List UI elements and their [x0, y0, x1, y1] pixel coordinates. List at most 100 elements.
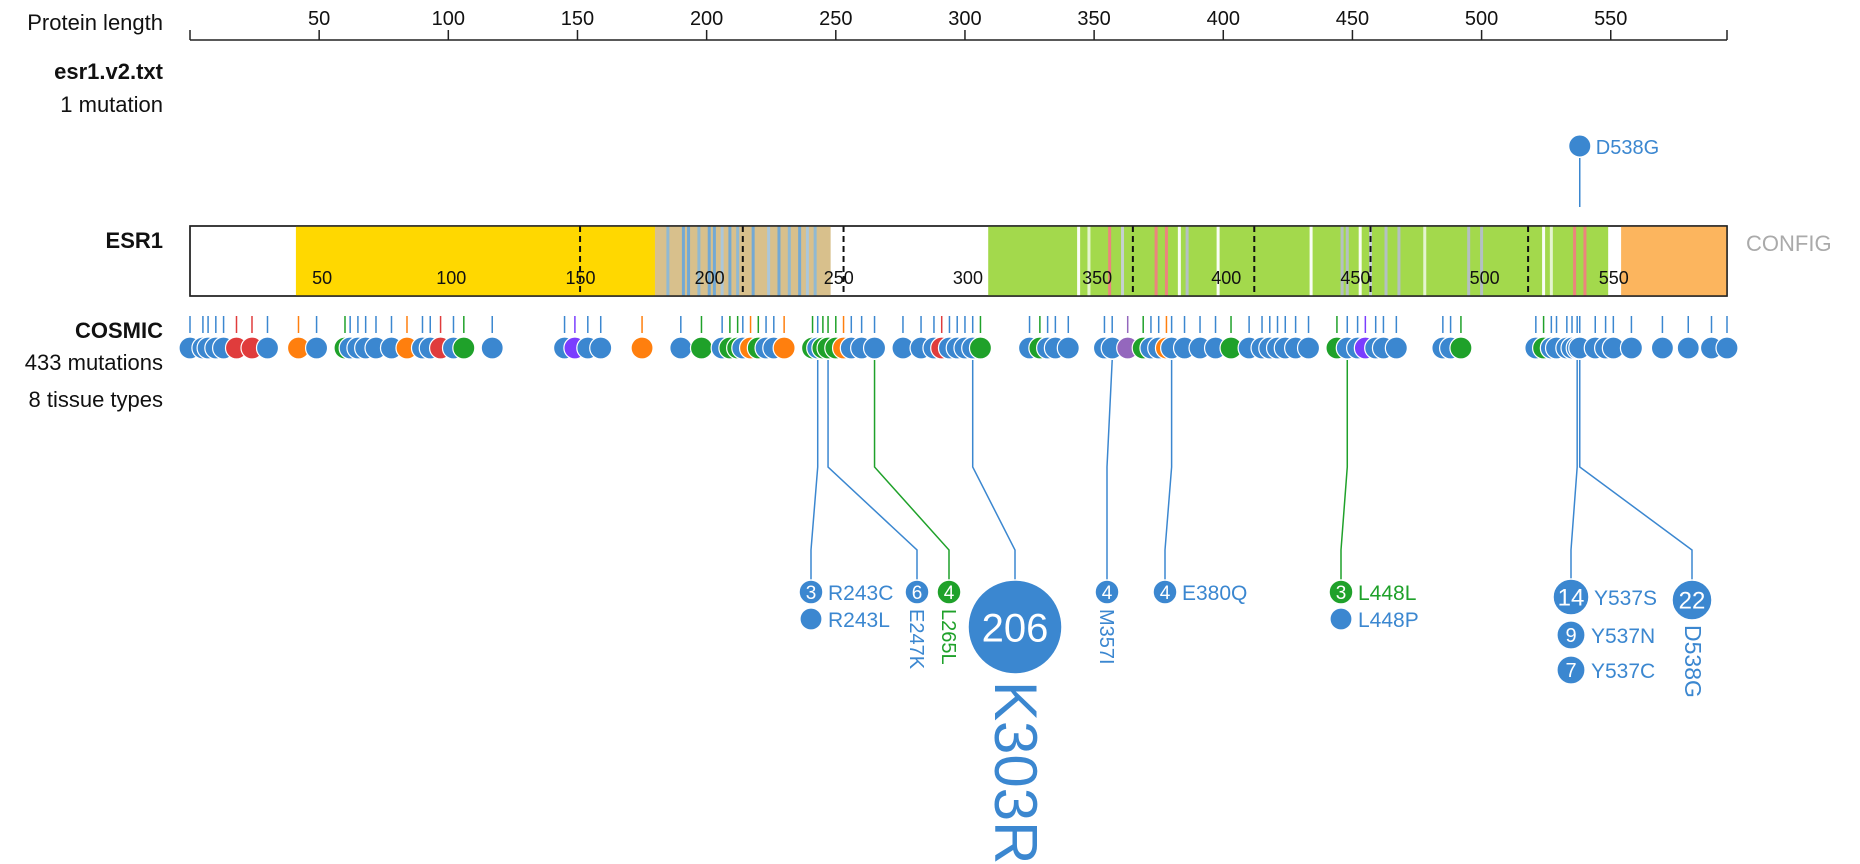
- hotspot-connector: [827, 360, 918, 580]
- cosmic-mutation-marker[interactable]: [862, 336, 887, 360]
- hotspot-count: 3: [1336, 583, 1347, 604]
- cosmic-mutation-marker[interactable]: [968, 336, 993, 360]
- hotspot-bubble[interactable]: [936, 579, 962, 605]
- hotspot-bubble[interactable]: [1671, 579, 1713, 621]
- feature-stripe: [681, 226, 685, 296]
- cosmic-mutation-count: 433 mutations: [25, 350, 163, 375]
- protein-domain[interactable]: [988, 226, 1609, 296]
- gene-position-label: 500: [1470, 268, 1500, 288]
- hotspot-bubble[interactable]: [798, 579, 824, 605]
- hotspot-count: 4: [1102, 583, 1113, 604]
- axis-tick-label: 400: [1207, 8, 1240, 30]
- feature-stripe: [1467, 226, 1471, 296]
- cosmic-mutation-marker[interactable]: [589, 336, 613, 360]
- hotspot-bubble[interactable]: [1152, 579, 1178, 605]
- hotspot-bubble-secondary[interactable]: [799, 607, 823, 631]
- cosmic-mutation-marker[interactable]: [480, 336, 504, 360]
- gene-position-label: 150: [565, 268, 595, 288]
- cosmic-mutation-marker[interactable]: [452, 336, 476, 360]
- cosmic-mutation-marker[interactable]: [1676, 336, 1700, 360]
- hotspot-count: 3: [806, 583, 817, 604]
- feature-stripe: [1154, 226, 1158, 296]
- feature-stripe: [736, 226, 740, 296]
- cosmic-mutation-marker[interactable]: [1715, 336, 1739, 360]
- feature-stripe: [1340, 226, 1344, 296]
- feature-stripe: [1185, 226, 1189, 296]
- gene-domains: [295, 226, 1727, 296]
- hotspot-connector: [1106, 359, 1113, 580]
- axis-tick-label: 200: [690, 8, 723, 30]
- user-track-subtitle: 1 mutation: [60, 92, 163, 117]
- hotspot-connector: [1579, 360, 1693, 580]
- hotspot-bubble[interactable]: [904, 579, 930, 605]
- feature-stripe: [1077, 226, 1081, 296]
- feature-stripe: [1164, 226, 1168, 296]
- hotspot-bubble[interactable]: [967, 579, 1063, 675]
- feature-stripe: [666, 226, 670, 296]
- hotspot-count: 14: [1558, 585, 1585, 612]
- hotspot-connector: [1164, 360, 1173, 580]
- hotspot-label: L448P: [1358, 609, 1419, 632]
- axis-tick-label: 450: [1336, 8, 1369, 30]
- gene-bar[interactable]: 50 100 150 200 250 300 350 400 450 500 550: [189, 225, 1728, 297]
- cosmic-mutation-marker[interactable]: [1619, 336, 1644, 360]
- feature-stripe: [1358, 226, 1362, 296]
- hotspot-bubble[interactable]: [1094, 579, 1120, 605]
- hotspot-bubble[interactable]: [1552, 578, 1590, 616]
- cosmic-mutation-marker[interactable]: [1056, 336, 1080, 360]
- gene-position-label: 450: [1340, 268, 1370, 288]
- axis-tick-label: 50: [308, 8, 330, 30]
- cosmic-mutation-marker[interactable]: [630, 336, 654, 360]
- config-button[interactable]: CONFIG: [1746, 231, 1832, 256]
- axis-tick-label: 250: [819, 8, 852, 30]
- cosmic-mutation-marker[interactable]: [669, 336, 693, 360]
- cosmic-mutation-marker[interactable]: [304, 336, 329, 360]
- axis-tick-label: 350: [1077, 8, 1110, 30]
- hotspot-connector: [1340, 360, 1349, 580]
- gene-position-label: 200: [695, 268, 725, 288]
- axis-tick-label: 550: [1594, 8, 1627, 30]
- feature-stripe: [1108, 226, 1112, 296]
- axis-tick-label: 300: [948, 8, 981, 30]
- protein-domain[interactable]: [1621, 226, 1727, 296]
- gene-position-label: 100: [436, 268, 466, 288]
- feature-stripe: [720, 226, 724, 296]
- hotspot-bubble-secondary[interactable]: [1329, 607, 1353, 631]
- hotspot-connector: [1570, 360, 1578, 579]
- cosmic-mutation-marker[interactable]: [255, 336, 280, 360]
- cosmic-mutation-marker[interactable]: [1384, 336, 1408, 360]
- gene-bar-outline: [189, 225, 1728, 297]
- cosmic-track: [178, 316, 1739, 360]
- hotspot-bubble-secondary[interactable]: [1556, 655, 1586, 685]
- feature-stripe: [1573, 226, 1577, 296]
- cosmic-mutation-marker[interactable]: [689, 336, 714, 360]
- feature-stripe: [1121, 226, 1125, 296]
- hotspot-count: 206: [982, 606, 1049, 650]
- protein-domain[interactable]: [295, 226, 655, 296]
- feature-stripe: [798, 226, 802, 296]
- hotspot-count: 4: [944, 583, 955, 604]
- hotspot-label: E380Q: [1182, 582, 1247, 605]
- feature-stripe: [813, 226, 817, 296]
- gene-inner-ticks: 50 100 150 200 250 300 350 400 450 500 550: [312, 268, 1629, 288]
- cosmic-mutation-marker[interactable]: [1296, 336, 1321, 360]
- gene-position-label: 400: [1211, 268, 1241, 288]
- user-mutation-marker[interactable]: [1568, 134, 1592, 158]
- hotspot-label: L448L: [1358, 582, 1416, 605]
- cosmic-tissue-count: 8 tissue types: [28, 387, 163, 412]
- feature-stripe: [1087, 226, 1091, 296]
- hotspot-bubble[interactable]: [1328, 579, 1354, 605]
- cosmic-mutation-marker[interactable]: [772, 336, 796, 360]
- feature-stripe: [1345, 226, 1349, 296]
- feature-stripe: [805, 226, 809, 296]
- hotspot-label: M357I: [1095, 609, 1117, 665]
- cosmic-mutation-marker[interactable]: [1449, 336, 1473, 360]
- feature-stripe: [1542, 226, 1546, 296]
- gene-position-label: 300: [953, 268, 983, 288]
- cosmic-mutation-marker[interactable]: [1650, 336, 1675, 360]
- feature-stripe: [777, 226, 781, 296]
- gene-position-label: 250: [824, 268, 854, 288]
- hotspot-bubble-secondary[interactable]: [1556, 620, 1586, 650]
- feature-stripe: [707, 226, 711, 296]
- feature-stripe: [1583, 226, 1587, 296]
